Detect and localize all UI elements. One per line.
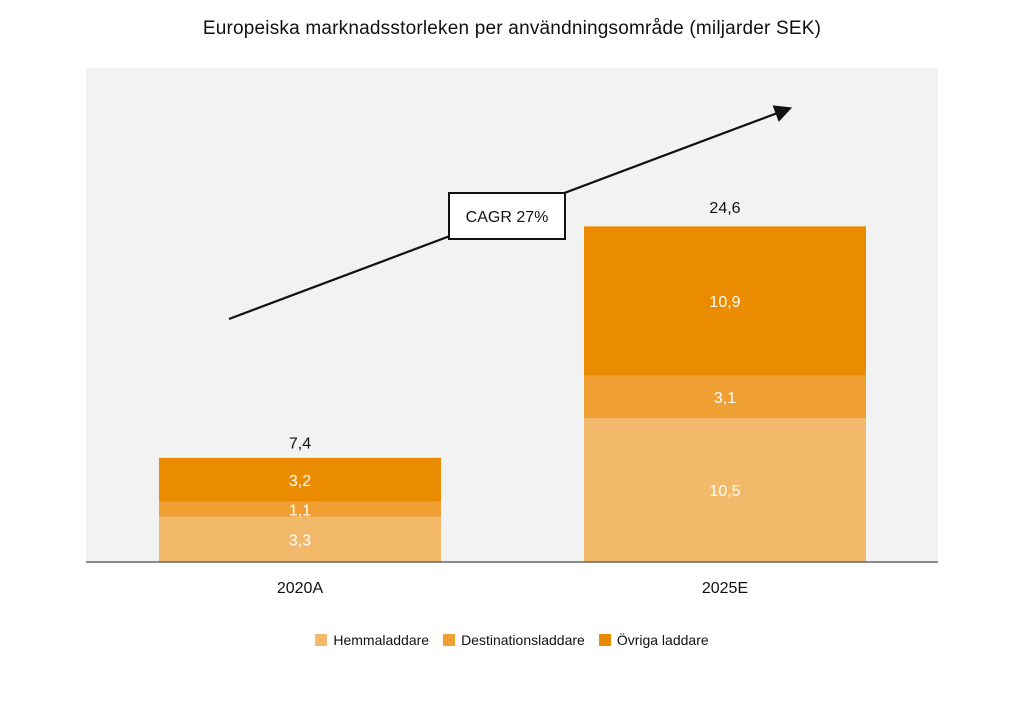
legend-item: Destinationsladdare	[443, 632, 585, 648]
legend-swatch	[315, 634, 328, 646]
legend-label: Destinationsladdare	[461, 632, 585, 648]
bar-segment	[159, 501, 441, 517]
bar-segment	[159, 457, 441, 502]
cagr-annotation-box	[448, 192, 566, 240]
legend: Hemmaladdare Destinationsladdare Övriga la…	[0, 632, 1024, 648]
legend-swatch	[443, 634, 456, 646]
legend-label: Hemmaladdare	[333, 632, 430, 648]
bar-value-label: 3,2	[289, 473, 311, 490]
bar-value-label: 10,5	[709, 483, 740, 500]
x-tick-labels: 2020A 2025E	[277, 580, 748, 597]
bar-segment	[584, 375, 866, 419]
chart-title: Europeiska marknadsstorleken per användn…	[202, 18, 822, 39]
bar-segment	[584, 226, 866, 376]
bar-segment	[159, 516, 441, 562]
bar-value-label: 10,9	[709, 294, 740, 311]
x-tick-label: 2020A	[277, 580, 324, 597]
bar-value-label: 3,1	[714, 390, 736, 407]
bars-layer: 3,3 1,1 3,2 7,4 10,5 3,1 10,9 24,6	[159, 200, 866, 562]
legend-label: Övriga laddare	[616, 632, 709, 648]
bar-value-label: 3,3	[289, 532, 311, 549]
x-tick-label: 2025E	[702, 580, 748, 597]
cagr-annotation: CAGR 27%	[466, 209, 549, 226]
bar-total-label: 7,4	[289, 436, 311, 453]
bar-total-label: 24,6	[709, 200, 740, 217]
legend-item: Hemmaladdare	[315, 632, 429, 648]
legend-swatch	[598, 634, 611, 646]
bar-segment	[584, 418, 866, 562]
bar-value-label: 1,1	[289, 502, 311, 519]
legend-item: Övriga laddare	[598, 632, 709, 648]
